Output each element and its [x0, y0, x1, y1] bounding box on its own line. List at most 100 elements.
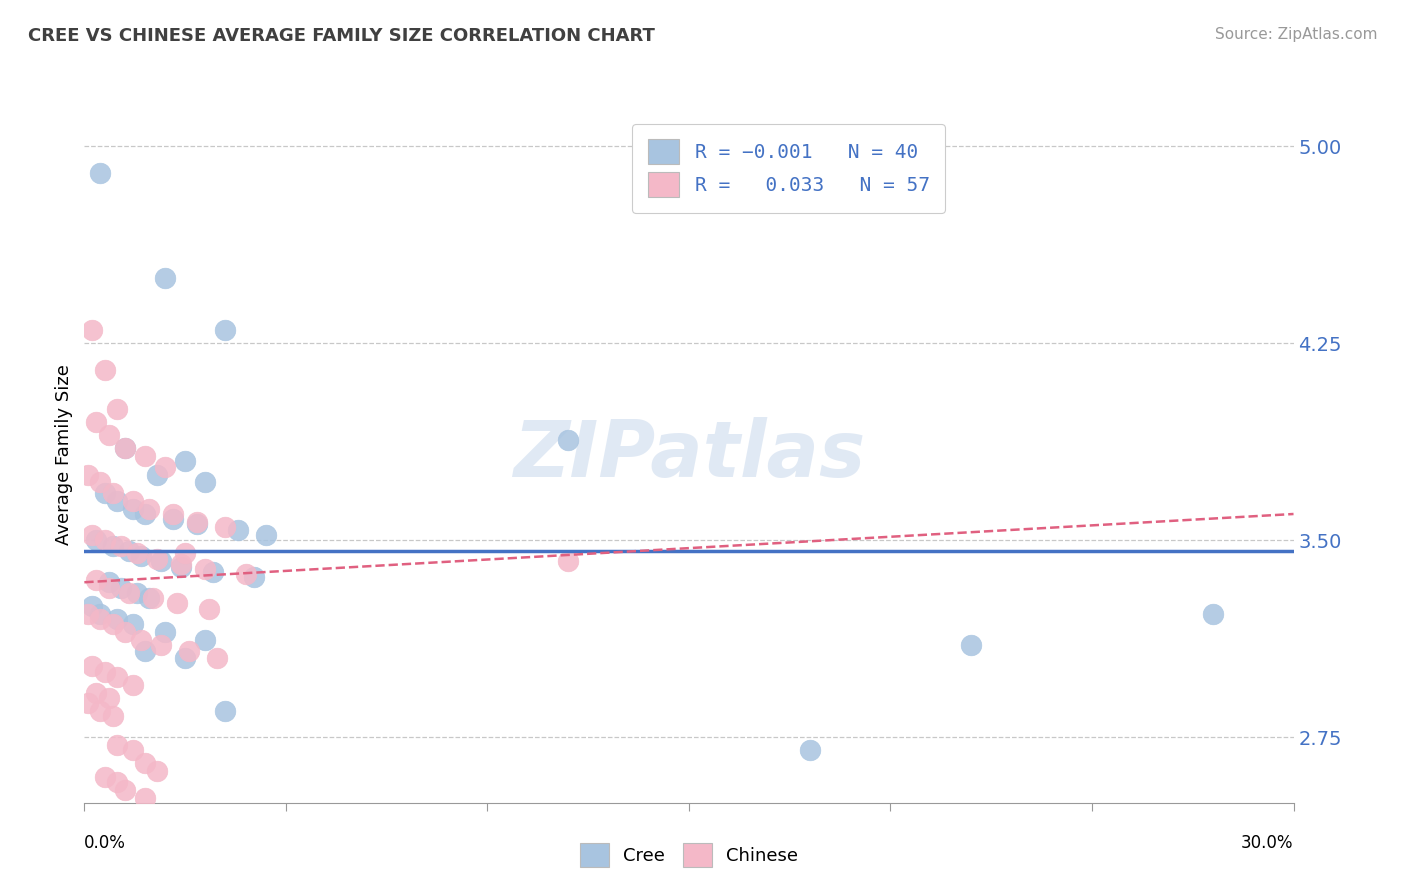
- Text: ZIPatlas: ZIPatlas: [513, 417, 865, 493]
- Point: [82, 599, 104, 613]
- Point: [114, 442, 136, 456]
- Point: [174, 651, 197, 665]
- Point: [93, 362, 115, 376]
- Point: [134, 643, 156, 657]
- Point: [242, 570, 264, 584]
- Point: [149, 638, 172, 652]
- Point: [134, 507, 156, 521]
- Point: [134, 756, 156, 771]
- Point: [194, 562, 217, 576]
- Point: [202, 565, 225, 579]
- Point: [105, 738, 128, 752]
- Point: [162, 512, 184, 526]
- Point: [125, 546, 148, 560]
- Point: [125, 586, 148, 600]
- Point: [97, 575, 120, 590]
- Point: [97, 581, 120, 595]
- Point: [101, 617, 124, 632]
- Point: [214, 323, 236, 337]
- Point: [153, 459, 176, 474]
- Text: Source: ZipAtlas.com: Source: ZipAtlas.com: [1215, 27, 1378, 42]
- Point: [105, 494, 128, 508]
- Point: [82, 528, 104, 542]
- Point: [194, 633, 217, 648]
- Point: [162, 507, 184, 521]
- Point: [93, 533, 115, 548]
- Point: [186, 517, 208, 532]
- Point: [86, 573, 108, 587]
- Point: [82, 323, 104, 337]
- Point: [86, 533, 108, 548]
- Point: [86, 685, 108, 699]
- Point: [114, 442, 136, 456]
- Point: [114, 782, 136, 797]
- Point: [138, 591, 160, 605]
- Point: [105, 612, 128, 626]
- Point: [235, 567, 257, 582]
- Point: [121, 501, 143, 516]
- Point: [121, 678, 143, 692]
- Point: [101, 709, 124, 723]
- Point: [110, 581, 132, 595]
- Point: [186, 515, 208, 529]
- Point: [105, 401, 128, 416]
- Point: [557, 434, 579, 448]
- Point: [101, 486, 124, 500]
- Point: [166, 596, 188, 610]
- Point: [77, 696, 100, 710]
- Point: [105, 670, 128, 684]
- Point: [129, 633, 152, 648]
- Point: [149, 554, 172, 568]
- Point: [134, 790, 156, 805]
- Point: [114, 625, 136, 640]
- Point: [121, 743, 143, 757]
- Text: 30.0%: 30.0%: [1241, 834, 1294, 852]
- Point: [214, 520, 236, 534]
- Point: [799, 743, 821, 757]
- Point: [110, 539, 132, 553]
- Point: [118, 586, 141, 600]
- Point: [146, 764, 169, 779]
- Point: [146, 551, 169, 566]
- Point: [207, 651, 229, 665]
- Point: [97, 690, 120, 705]
- Point: [174, 546, 197, 560]
- Point: [105, 774, 128, 789]
- Point: [170, 557, 193, 571]
- Point: [960, 638, 983, 652]
- Point: [89, 166, 111, 180]
- Point: [194, 475, 217, 490]
- Point: [89, 612, 111, 626]
- Point: [174, 454, 197, 468]
- Point: [170, 559, 193, 574]
- Point: [142, 591, 165, 605]
- Point: [89, 475, 111, 490]
- Point: [118, 543, 141, 558]
- Point: [77, 467, 100, 482]
- Point: [1202, 607, 1225, 621]
- Point: [97, 428, 120, 442]
- Point: [121, 617, 143, 632]
- Point: [129, 549, 152, 563]
- Point: [179, 643, 201, 657]
- Point: [138, 501, 160, 516]
- Y-axis label: Average Family Size: Average Family Size: [55, 365, 73, 545]
- Text: 0.0%: 0.0%: [84, 834, 127, 852]
- Point: [101, 539, 124, 553]
- Point: [77, 607, 100, 621]
- Point: [146, 467, 169, 482]
- Point: [89, 704, 111, 718]
- Point: [93, 486, 115, 500]
- Point: [153, 270, 176, 285]
- Point: [153, 625, 176, 640]
- Point: [89, 607, 111, 621]
- Point: [93, 665, 115, 679]
- Point: [82, 659, 104, 673]
- Point: [86, 415, 108, 429]
- Point: [121, 494, 143, 508]
- Text: CREE VS CHINESE AVERAGE FAMILY SIZE CORRELATION CHART: CREE VS CHINESE AVERAGE FAMILY SIZE CORR…: [28, 27, 655, 45]
- Legend: Cree, Chinese: Cree, Chinese: [572, 836, 806, 874]
- Point: [254, 528, 277, 542]
- Point: [93, 770, 115, 784]
- Point: [226, 523, 249, 537]
